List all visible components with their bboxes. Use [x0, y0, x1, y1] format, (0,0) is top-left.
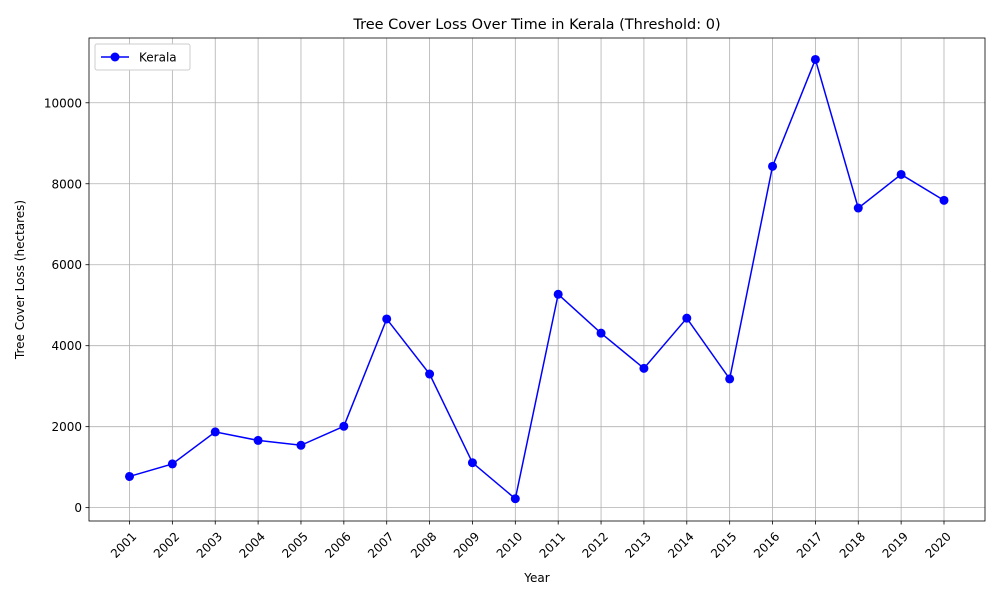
x-tick-label: 2007 [365, 529, 396, 560]
x-tick-label: 2017 [794, 529, 825, 560]
y-axis: 0 2000 4000 6000 8000 10000 [44, 96, 89, 515]
data-point [768, 161, 778, 171]
data-point [467, 458, 477, 468]
y-tick-label: 10000 [44, 96, 82, 110]
y-tick-label: 4000 [51, 339, 82, 353]
plot-frame [88, 37, 986, 522]
series-line [129, 57, 945, 501]
y-tick-label: 6000 [51, 258, 82, 272]
data-point [296, 440, 306, 450]
data-point [510, 494, 520, 504]
data-point [553, 289, 563, 299]
y-tick-label: 2000 [51, 420, 82, 434]
y-tick-label: 8000 [51, 177, 82, 191]
legend-box [94, 43, 191, 71]
data-point [210, 427, 220, 437]
x-tick-label: 2004 [237, 529, 268, 560]
data-point [253, 435, 263, 445]
x-tick-label: 2010 [494, 529, 525, 560]
x-tick-label: 2012 [579, 529, 610, 560]
x-axis: 2001 2002 2003 2004 2005 2006 2007 2008 2009 2010… [108, 521, 954, 561]
x-axis-label: Year [523, 571, 549, 585]
data-point [382, 314, 392, 324]
x-tick-label: 2015 [708, 529, 739, 560]
legend-marker [110, 52, 120, 62]
data-point [339, 421, 349, 431]
data-point [810, 54, 820, 64]
series-layer [125, 54, 949, 504]
plot-area [89, 38, 985, 521]
x-tick-label: 2011 [537, 529, 568, 560]
legend-label: Kerala [139, 51, 177, 65]
y-axis-label: Tree Cover Loss (hectares) [13, 200, 27, 360]
data-point [167, 459, 177, 469]
x-tick-label: 2005 [279, 529, 310, 560]
y-tick-label: 0 [74, 501, 82, 515]
x-tick-label: 2003 [194, 529, 225, 560]
x-tick-label: 2018 [837, 529, 868, 560]
grid [89, 38, 985, 521]
legend: Kerala [94, 43, 191, 71]
data-point [125, 471, 134, 481]
x-tick-label: 2001 [108, 529, 139, 560]
x-tick-label: 2013 [622, 529, 653, 560]
x-tick-label: 2019 [880, 529, 911, 560]
data-point [682, 313, 692, 323]
x-tick-label: 2002 [151, 529, 182, 560]
chart-title: Tree Cover Loss Over Time in Kerala (Thr… [352, 17, 720, 33]
data-point [639, 363, 649, 373]
x-tick-label: 2016 [751, 529, 782, 560]
x-tick-label: 2008 [408, 529, 439, 560]
x-tick-label: 2014 [665, 529, 696, 560]
data-point [939, 195, 949, 205]
data-point [596, 328, 606, 338]
x-tick-label: 2020 [922, 529, 953, 560]
x-tick-label: 2009 [451, 529, 482, 560]
data-point [853, 203, 863, 213]
data-point [896, 169, 906, 179]
data-point [425, 369, 435, 379]
x-tick-label: 2006 [322, 529, 353, 560]
data-point [725, 374, 735, 384]
